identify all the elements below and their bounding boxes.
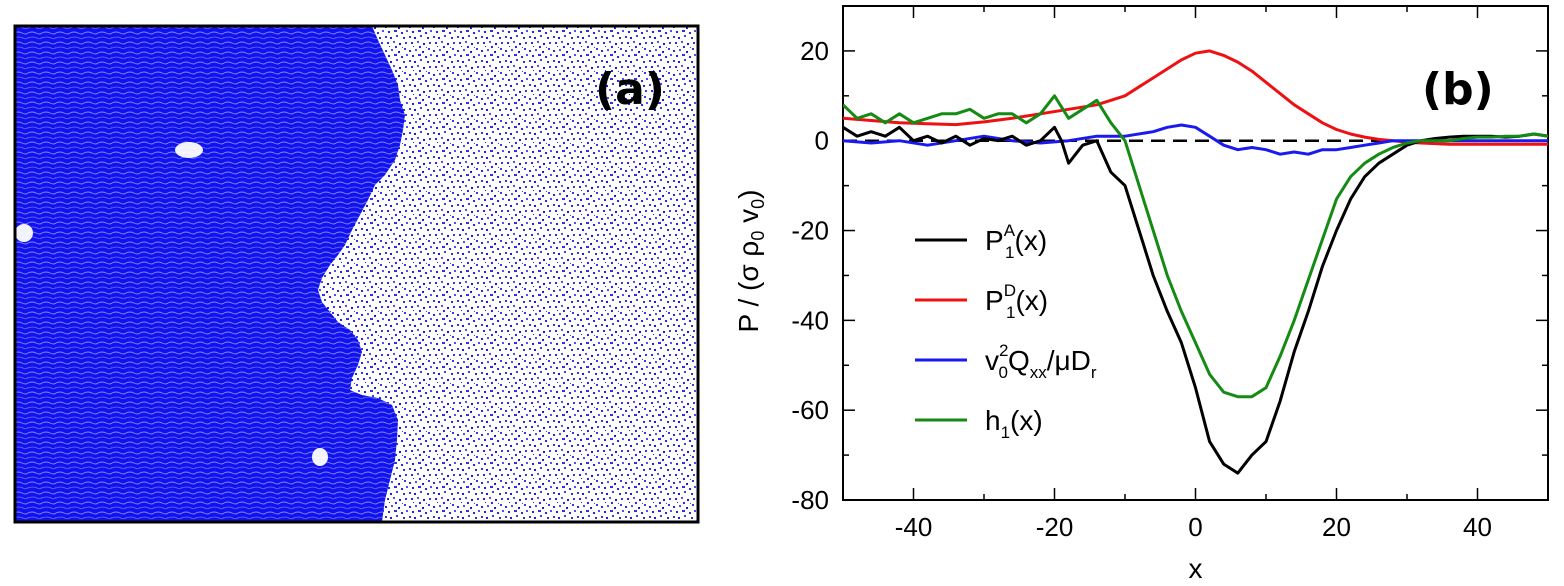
series-line-v0qxxdr	[843, 123, 1548, 156]
panel-a-void	[175, 142, 203, 158]
panel-a: (a)	[13, 24, 700, 524]
panel-a-dense-region	[15, 26, 405, 522]
y-tick-label: -20	[791, 216, 829, 246]
y-tick-label: 20	[800, 36, 829, 66]
x-tick-label: -40	[895, 512, 933, 542]
y-tick-label: -60	[791, 395, 829, 425]
panel-a-frame	[13, 24, 700, 524]
y-tick-label: -80	[791, 485, 829, 515]
panel-a-label: (a)	[595, 64, 665, 115]
panel-a-void	[15, 224, 33, 242]
x-tick-label: 20	[1322, 512, 1351, 542]
x-tick-label: 40	[1463, 512, 1492, 542]
y-tick-label: 0	[815, 126, 829, 156]
x-tick-label: -20	[1036, 512, 1074, 542]
x-axis-title: x	[1189, 553, 1203, 584]
x-tick-label: 0	[1188, 512, 1202, 542]
legend-entry: h1(x)	[985, 405, 1043, 442]
panel-b-label: (b)	[1422, 64, 1494, 115]
y-tick-label: -40	[791, 305, 829, 335]
legend-entry: PA 1(x)	[985, 221, 1047, 262]
legend-entry: PD 1(x)	[985, 281, 1048, 322]
panel-a-void	[312, 448, 328, 466]
legend-entry: v2 0Qxx/μDr	[985, 341, 1097, 382]
y-axis-title: P / (σ ρ0 v0)	[733, 190, 768, 333]
panel-b-chart: (b) -40 -20 0 20 40 20 0 -20 -40 -60 -80 x P / (σ ρ0…	[733, 5, 1549, 584]
series-line-h1x	[843, 94, 1548, 399]
